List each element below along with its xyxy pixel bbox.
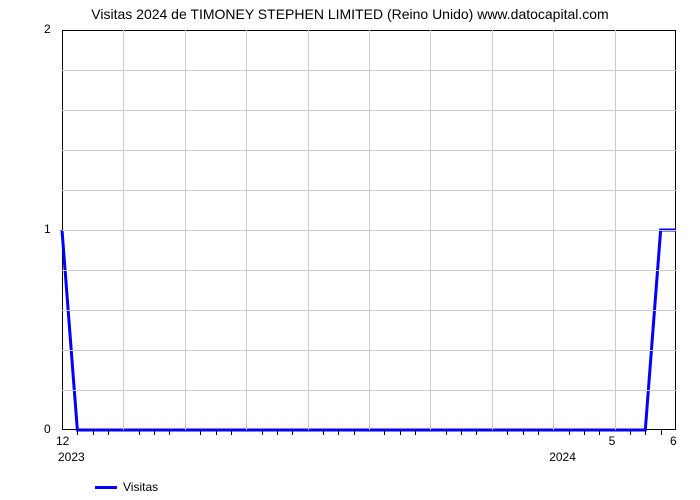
xtick-minor	[93, 430, 94, 435]
xtick-minor	[139, 430, 140, 435]
xtick-label: 12	[56, 434, 69, 448]
xtick-minor	[415, 430, 416, 435]
xtick-minor	[277, 430, 278, 435]
ytick-label: 0	[44, 422, 51, 436]
xtick-minor	[200, 430, 201, 435]
ytick-label: 2	[44, 22, 51, 36]
xtick-minor	[630, 430, 631, 435]
xtick-minor	[216, 430, 217, 435]
xtick-minor	[507, 430, 508, 435]
gridline-v	[246, 30, 247, 430]
xtick-minor	[446, 430, 447, 435]
xtick-minor	[169, 430, 170, 435]
gridline-v	[615, 30, 616, 430]
xtick-minor	[231, 430, 232, 435]
legend: Visitas	[95, 480, 158, 494]
xtick-minor	[661, 430, 662, 435]
xtick-minor	[645, 430, 646, 435]
xtick-minor	[323, 430, 324, 435]
gridline-v	[430, 30, 431, 430]
line-layer	[0, 0, 700, 500]
xtick-minor	[384, 430, 385, 435]
xtick-minor	[108, 430, 109, 435]
xtick-label: 6	[670, 434, 677, 448]
xtick-minor	[569, 430, 570, 435]
xtick-minor	[599, 430, 600, 435]
gridline-v	[369, 30, 370, 430]
xtick-minor	[584, 430, 585, 435]
gridline-v	[308, 30, 309, 430]
xtick-minor	[523, 430, 524, 435]
xtick-minor	[461, 430, 462, 435]
year-label: 2023	[58, 450, 85, 464]
xtick-minor	[262, 430, 263, 435]
xtick-minor	[154, 430, 155, 435]
xtick-minor	[538, 430, 539, 435]
year-label: 2024	[549, 450, 576, 464]
legend-swatch	[95, 486, 117, 489]
xtick-label: 5	[609, 434, 616, 448]
xtick-minor	[338, 430, 339, 435]
xtick-minor	[400, 430, 401, 435]
legend-label: Visitas	[123, 480, 158, 494]
xtick-minor	[77, 430, 78, 435]
gridline-v	[492, 30, 493, 430]
gridline-v	[185, 30, 186, 430]
xtick-minor	[354, 430, 355, 435]
chart-container: Visitas 2024 de TIMONEY STEPHEN LIMITED …	[0, 0, 700, 500]
xtick-minor	[476, 430, 477, 435]
gridline-v	[553, 30, 554, 430]
gridline-v	[123, 30, 124, 430]
xtick-minor	[292, 430, 293, 435]
ytick-label: 1	[44, 222, 51, 236]
